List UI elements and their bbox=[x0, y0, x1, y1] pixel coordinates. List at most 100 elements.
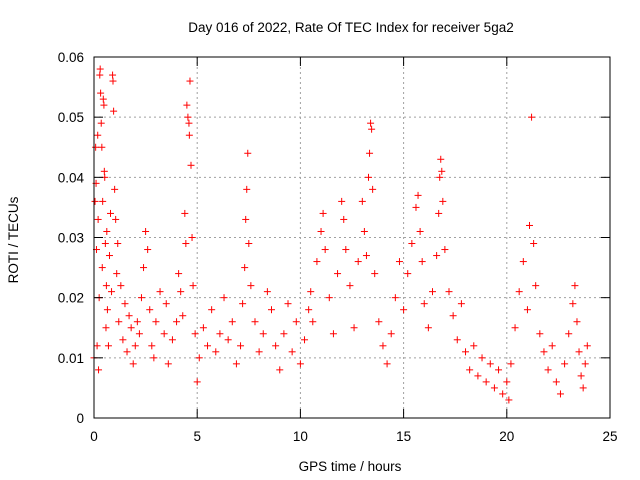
data-point bbox=[486, 360, 494, 368]
data-point bbox=[173, 318, 181, 326]
data-point bbox=[97, 89, 105, 97]
data-point bbox=[366, 149, 374, 157]
data-point bbox=[113, 270, 121, 278]
data-point bbox=[92, 143, 100, 151]
data-point bbox=[439, 197, 447, 205]
data-point bbox=[416, 227, 424, 235]
data-point bbox=[110, 107, 118, 115]
data-point bbox=[540, 348, 548, 356]
data-point bbox=[437, 155, 445, 163]
data-point bbox=[571, 282, 579, 290]
data-point bbox=[526, 221, 534, 229]
data-point bbox=[466, 366, 474, 374]
data-point bbox=[125, 312, 133, 320]
data-point bbox=[319, 209, 327, 217]
data-point bbox=[379, 342, 387, 350]
data-point bbox=[263, 288, 271, 296]
data-point bbox=[548, 342, 556, 350]
data-point bbox=[391, 294, 399, 302]
data-point bbox=[108, 288, 116, 296]
y-tick-label: 0.01 bbox=[58, 351, 84, 366]
data-point bbox=[284, 300, 292, 308]
data-point bbox=[137, 294, 145, 302]
data-point bbox=[387, 330, 395, 338]
x-axis-label: GPS time / hours bbox=[299, 459, 402, 474]
data-point bbox=[383, 360, 391, 368]
data-point bbox=[544, 366, 552, 374]
data-point bbox=[140, 264, 148, 272]
data-point bbox=[530, 240, 538, 248]
data-point bbox=[146, 306, 154, 314]
data-point bbox=[365, 173, 373, 181]
data-point bbox=[102, 324, 110, 332]
data-point bbox=[183, 101, 191, 109]
data-point bbox=[532, 282, 540, 290]
data-point bbox=[519, 258, 527, 266]
data-point bbox=[168, 336, 176, 344]
data-point bbox=[358, 197, 366, 205]
data-point bbox=[418, 258, 426, 266]
data-point bbox=[179, 312, 187, 320]
data-point bbox=[368, 125, 376, 133]
data-point bbox=[495, 366, 503, 374]
data-point bbox=[334, 270, 342, 278]
x-tick-label: 15 bbox=[396, 429, 411, 444]
data-point bbox=[581, 360, 589, 368]
data-point bbox=[98, 264, 106, 272]
data-point bbox=[272, 342, 280, 350]
data-point bbox=[367, 119, 375, 127]
data-point bbox=[224, 336, 232, 344]
y-tick-label: 0.05 bbox=[58, 110, 84, 125]
data-point bbox=[408, 240, 416, 248]
data-point bbox=[280, 330, 288, 338]
chart-title: Day 016 of 2022, Rate Of TEC Index for r… bbox=[188, 20, 513, 35]
data-point bbox=[107, 209, 115, 217]
data-point bbox=[152, 318, 160, 326]
data-point bbox=[242, 215, 250, 223]
y-tick-label: 0.02 bbox=[58, 291, 84, 306]
data-point bbox=[245, 240, 253, 248]
data-point bbox=[216, 330, 224, 338]
data-point bbox=[346, 282, 354, 290]
data-point bbox=[181, 209, 189, 217]
data-point bbox=[354, 258, 362, 266]
data-point bbox=[187, 161, 195, 169]
data-point bbox=[191, 330, 199, 338]
data-point bbox=[371, 270, 379, 278]
data-point bbox=[91, 197, 99, 205]
data-point bbox=[499, 390, 507, 398]
data-point bbox=[94, 131, 102, 139]
data-point bbox=[98, 143, 106, 151]
data-point bbox=[350, 324, 358, 332]
data-point bbox=[119, 336, 127, 344]
data-point bbox=[528, 113, 536, 121]
data-point bbox=[338, 197, 346, 205]
data-point bbox=[109, 71, 117, 79]
data-point bbox=[111, 185, 119, 193]
data-point bbox=[503, 378, 511, 386]
data-point bbox=[523, 306, 531, 314]
data-point bbox=[445, 288, 453, 296]
data-point bbox=[433, 252, 441, 260]
x-tick-label: 25 bbox=[602, 429, 617, 444]
data-point bbox=[195, 354, 203, 362]
data-point bbox=[309, 318, 317, 326]
data-point bbox=[160, 330, 168, 338]
data-point bbox=[552, 378, 560, 386]
data-point bbox=[102, 282, 110, 290]
data-point bbox=[325, 294, 333, 302]
data-point bbox=[255, 348, 263, 356]
data-point bbox=[474, 372, 482, 380]
data-point bbox=[565, 330, 573, 338]
data-point bbox=[144, 246, 152, 254]
data-point bbox=[188, 234, 196, 241]
data-point bbox=[162, 300, 170, 308]
data-point bbox=[133, 318, 141, 326]
data-point bbox=[185, 119, 193, 127]
data-point bbox=[105, 252, 113, 260]
data-point bbox=[150, 354, 158, 362]
data-point bbox=[288, 348, 296, 356]
data-point bbox=[100, 101, 108, 109]
data-point bbox=[232, 360, 240, 368]
